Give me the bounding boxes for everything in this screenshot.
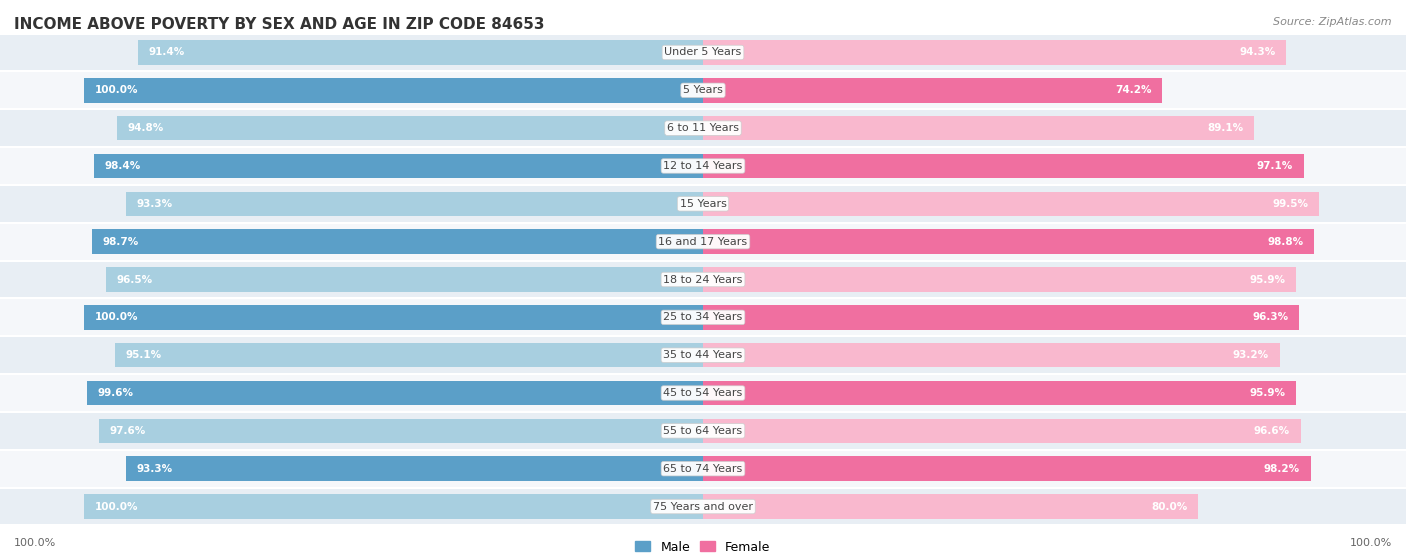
Bar [0,34,1406,72]
Bar [0,450,1406,487]
Bar [94,154,703,178]
Bar [0,487,1406,525]
Text: 97.6%: 97.6% [110,426,146,436]
Text: 98.4%: 98.4% [105,161,141,171]
Text: 45 to 54 Years: 45 to 54 Years [664,388,742,398]
Bar [0,147,1406,185]
Text: 97.1%: 97.1% [1257,161,1294,171]
Text: 35 to 44 Years: 35 to 44 Years [664,350,742,360]
Bar [84,494,703,519]
Bar [703,343,1279,367]
Text: 100.0%: 100.0% [96,501,138,511]
Text: 16 and 17 Years: 16 and 17 Years [658,236,748,247]
Text: Under 5 Years: Under 5 Years [665,48,741,58]
Text: 98.7%: 98.7% [103,236,139,247]
Text: 15 Years: 15 Years [679,199,727,209]
Text: 18 to 24 Years: 18 to 24 Years [664,274,742,285]
Bar [0,260,1406,299]
Bar [703,456,1310,481]
Bar [703,267,1296,292]
Bar [703,192,1319,216]
Text: INCOME ABOVE POVERTY BY SEX AND AGE IN ZIP CODE 84653: INCOME ABOVE POVERTY BY SEX AND AGE IN Z… [14,17,544,32]
Bar [703,40,1286,65]
Text: 93.3%: 93.3% [136,464,173,473]
Bar [0,412,1406,450]
Text: 98.8%: 98.8% [1268,236,1303,247]
Bar [105,267,703,292]
Text: 98.2%: 98.2% [1264,464,1301,473]
Text: 100.0%: 100.0% [96,86,138,95]
Bar [0,109,1406,147]
Bar [0,222,1406,260]
Text: 95.1%: 95.1% [125,350,162,360]
Bar [703,381,1296,405]
Bar [84,78,703,103]
Bar [87,381,703,405]
Text: 100.0%: 100.0% [14,538,56,548]
Text: 12 to 14 Years: 12 to 14 Years [664,161,742,171]
Text: 93.2%: 93.2% [1233,350,1270,360]
Text: 99.6%: 99.6% [97,388,134,398]
Bar [703,78,1161,103]
Bar [115,343,703,367]
Bar [0,299,1406,337]
Text: 25 to 34 Years: 25 to 34 Years [664,312,742,323]
Bar [703,305,1299,330]
Text: 91.4%: 91.4% [148,48,184,58]
Text: 80.0%: 80.0% [1152,501,1188,511]
Bar [0,337,1406,374]
Text: 94.3%: 94.3% [1240,48,1275,58]
Text: 93.3%: 93.3% [136,199,173,209]
Text: 99.5%: 99.5% [1272,199,1308,209]
Bar [703,494,1198,519]
Text: 89.1%: 89.1% [1208,123,1244,133]
Text: 100.0%: 100.0% [96,312,138,323]
Text: 65 to 74 Years: 65 to 74 Years [664,464,742,473]
Text: 55 to 64 Years: 55 to 64 Years [664,426,742,436]
Bar [0,72,1406,109]
Bar [93,229,703,254]
Bar [100,419,703,443]
Text: Source: ZipAtlas.com: Source: ZipAtlas.com [1274,17,1392,27]
Bar [703,419,1301,443]
Legend: Male, Female: Male, Female [630,536,776,558]
Bar [0,185,1406,222]
Bar [117,116,703,140]
Text: 6 to 11 Years: 6 to 11 Years [666,123,740,133]
Bar [84,305,703,330]
Text: 96.6%: 96.6% [1254,426,1291,436]
Bar [703,229,1315,254]
Bar [138,40,703,65]
Text: 96.3%: 96.3% [1253,312,1288,323]
Bar [125,456,703,481]
Bar [703,154,1303,178]
Text: 75 Years and over: 75 Years and over [652,501,754,511]
Text: 94.8%: 94.8% [127,123,163,133]
Text: 5 Years: 5 Years [683,86,723,95]
Text: 95.9%: 95.9% [1250,388,1285,398]
Bar [703,116,1254,140]
Text: 74.2%: 74.2% [1115,86,1152,95]
Bar [125,192,703,216]
Text: 96.5%: 96.5% [117,274,153,285]
Text: 100.0%: 100.0% [1350,538,1392,548]
Bar [0,374,1406,412]
Text: 95.9%: 95.9% [1250,274,1285,285]
